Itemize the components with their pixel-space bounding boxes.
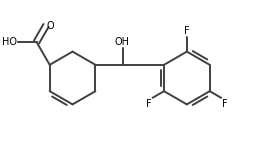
Text: F: F (184, 26, 190, 36)
Text: OH: OH (114, 37, 129, 47)
Text: O: O (47, 21, 55, 31)
Text: F: F (146, 99, 152, 109)
Text: HO: HO (2, 37, 16, 47)
Text: F: F (222, 99, 228, 109)
